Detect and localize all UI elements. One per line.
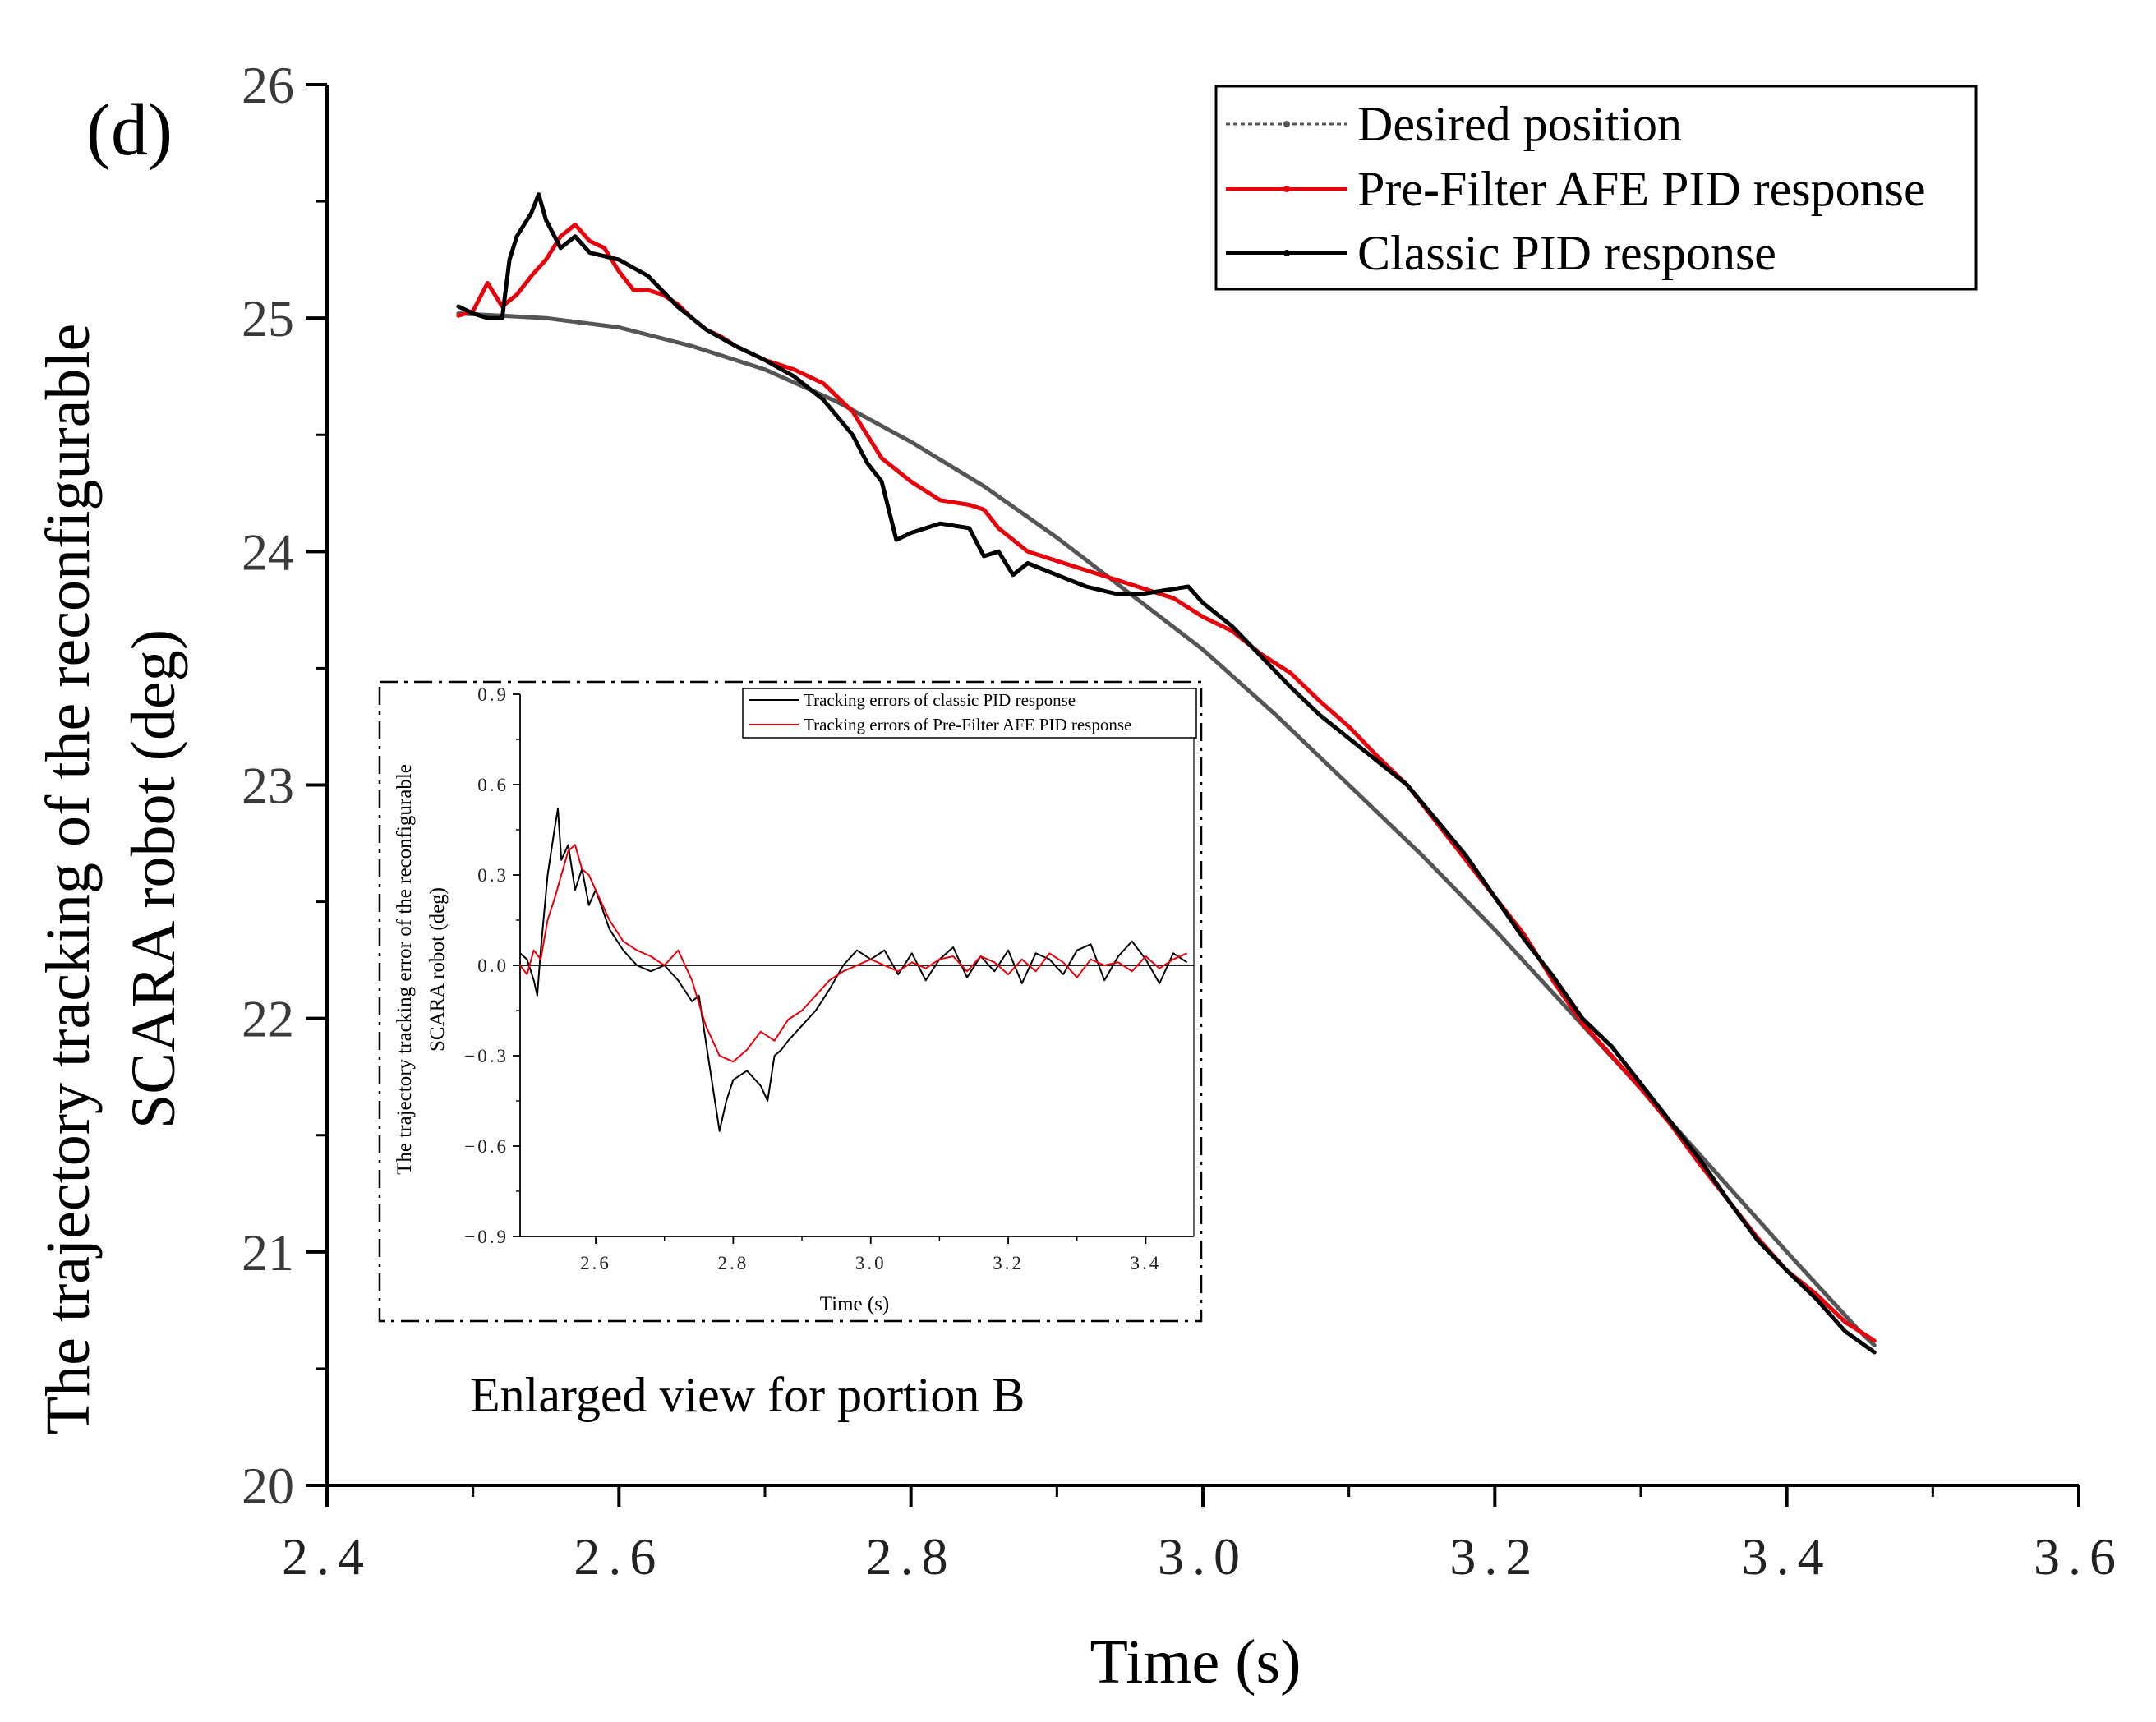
main-ytick-label: 20 (242, 1457, 294, 1515)
inset-ytick-label: 0.6 (477, 775, 509, 795)
inset-series (519, 808, 1188, 1132)
main-legend: Desired position Pre-Filter AFE PID resp… (1214, 85, 1978, 291)
legend-label-afe: Pre-Filter AFE PID response (1357, 162, 1926, 216)
inset-xtick-label: 3.0 (855, 1253, 887, 1273)
pre-filter-afe-pid-line (456, 223, 1877, 1343)
main-ylabel-line-2: SCARA robot (deg) (119, 629, 188, 1129)
main-ytick-label: 24 (242, 523, 294, 581)
main-ylabel: The trajectory tracking of the reconfigu… (34, 324, 188, 1435)
inset-ylabel-line-1: The trajectory tracking error of the rec… (394, 764, 416, 1175)
main-xtick-label: 3.6 (2034, 1527, 2124, 1586)
inset-chart: −0.9−0.6−0.30.00.30.60.92.6 2.8 3.0 3.2 3.4 … (378, 680, 1203, 1323)
main-series (456, 192, 1877, 1355)
inset-ytick-label: 0.0 (477, 955, 509, 976)
legend-label-classic: Classic PID response (1357, 226, 1776, 280)
main-xtick-label: 3.4 (1742, 1527, 1832, 1586)
inset-afe-pid-error-line (519, 844, 1188, 1063)
legend-label-desired: Desired position (1357, 97, 1682, 151)
inset-xlabel: Time (s) (820, 1293, 890, 1315)
inset-legend-label-classic: Tracking errors of classic PID response (804, 690, 1076, 710)
panel-label: (d) (86, 90, 173, 171)
main-xtick-label: 3.2 (1449, 1527, 1540, 1586)
inset-classic-pid-error-line (519, 808, 1188, 1132)
main-ytick-label: 22 (242, 990, 294, 1048)
inset-xtick-label: 2.6 (580, 1253, 611, 1273)
main-ytick-label: 25 (242, 289, 294, 348)
inset-ytick-label: −0.6 (464, 1136, 509, 1157)
main-ytick-label: 26 (242, 56, 294, 114)
inset-ylabel-line-2: SCARA robot (deg) (426, 887, 449, 1052)
main-xtick-label: 2.6 (574, 1527, 664, 1586)
inset-xtick-label: 2.8 (718, 1253, 749, 1273)
inset-legend: Tracking errors of classic PID response … (742, 688, 1197, 739)
legend-marker-afe (1283, 186, 1290, 192)
legend-marker-classic (1283, 250, 1290, 256)
inset-xtick-label: 3.4 (1131, 1253, 1162, 1273)
inset-legend-frame (742, 688, 1197, 739)
inset-xtick-label: 3.2 (993, 1253, 1024, 1273)
inset-ytick-label: −0.9 (464, 1227, 509, 1247)
inset-caption: Enlarged view for portion B (470, 1368, 1025, 1422)
main-ylabel-line-1: The trajectory tracking of the reconfigu… (34, 324, 103, 1435)
classic-pid-line (456, 192, 1877, 1355)
main-ytick-label: 21 (242, 1223, 294, 1282)
legend-marker-desired (1283, 121, 1290, 127)
inset-frame (378, 680, 1203, 1323)
main-ytick-label: 23 (242, 757, 294, 815)
inset-ytick-label: 0.9 (477, 684, 509, 705)
main-xtick-label: 2.8 (866, 1527, 956, 1586)
inset-ylabel: The trajectory tracking error of the rec… (394, 764, 449, 1175)
main-xtick-label: 2.4 (282, 1527, 372, 1586)
main-axes: 20 21 22 23 24 25 26 2.4 2.6 2.8 3.0 3.2 3.4 3.6 (242, 56, 2124, 1586)
main-xtick-label: 3.0 (1158, 1527, 1248, 1586)
main-xlabel: Time (s) (1090, 1628, 1301, 1697)
inset-legend-label-afe: Tracking errors of Pre-Filter AFE PID re… (804, 715, 1131, 734)
inset-ytick-label: −0.3 (464, 1046, 509, 1066)
inset-ytick-label: 0.3 (477, 865, 509, 886)
